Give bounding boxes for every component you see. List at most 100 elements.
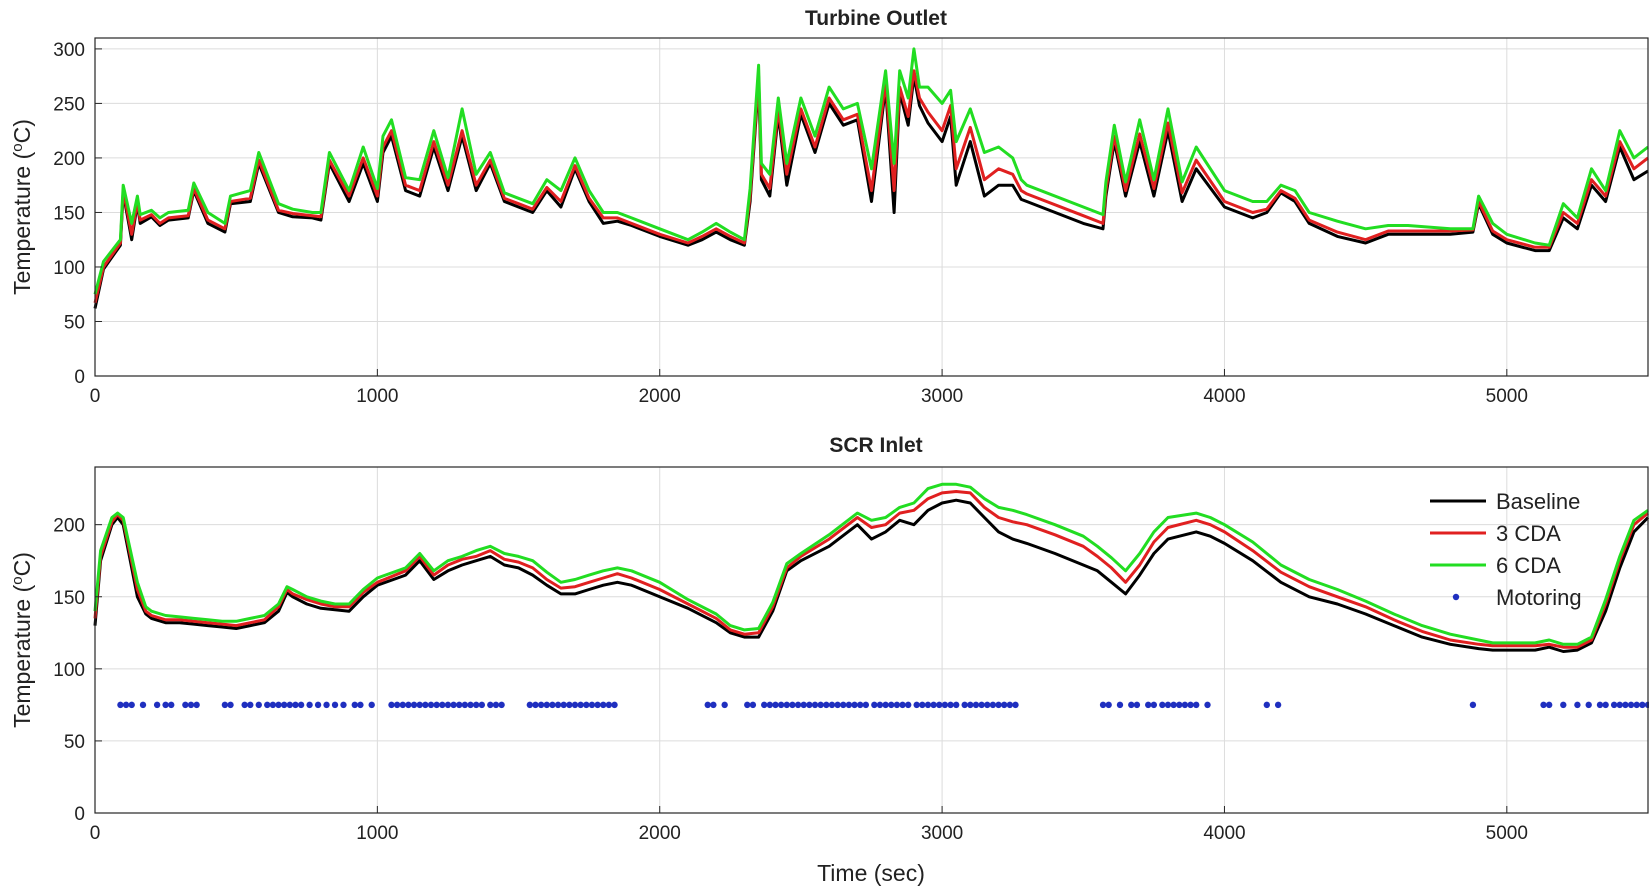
- motoring-point: [1145, 701, 1152, 709]
- x-tick-label: 2000: [639, 823, 681, 844]
- motoring-point: [269, 701, 277, 709]
- motoring-point: [710, 701, 717, 709]
- baseline-series-line: [93, 498, 1649, 653]
- motoring-point: [1099, 701, 1107, 709]
- motoring-point: [913, 701, 920, 709]
- motoring-point: [187, 701, 195, 709]
- motoring-point: [388, 701, 395, 709]
- motoring-point: [882, 701, 889, 709]
- motoring-point: [1622, 701, 1629, 709]
- motoring-point: [472, 701, 480, 709]
- motoring-point: [583, 701, 590, 709]
- motoring-point: [871, 701, 878, 709]
- 6-cda-series-line: [93, 47, 1649, 295]
- motoring-point: [351, 701, 358, 709]
- turbine-outlet-x-ticks: 0 1000 2000 3000 4000 5000: [90, 369, 1528, 407]
- motoring-point: [554, 701, 562, 709]
- motoring-point: [995, 701, 1002, 709]
- motoring-point: [972, 701, 980, 709]
- y-tick-label: 0: [74, 367, 85, 388]
- scr-inlet-panel: SCR Inlet 0 50 100 150 200 0 1000 2000 3000 4000…: [9, 434, 1649, 886]
- motoring-point: [936, 701, 943, 709]
- motoring-point: [1585, 701, 1592, 709]
- motoring-point: [1170, 701, 1177, 709]
- motoring-point: [806, 701, 813, 709]
- motoring-point: [168, 701, 175, 709]
- motoring-point: [255, 701, 262, 709]
- motoring-point: [899, 701, 906, 709]
- motoring-point: [450, 701, 457, 709]
- motoring-point: [571, 701, 579, 709]
- turbine-outlet-axes-frame: [94, 37, 1649, 377]
- y-tick-label: 200: [53, 149, 85, 170]
- motoring-point: [845, 701, 853, 709]
- motoring-point: [1187, 701, 1194, 709]
- motoring-point: [794, 701, 802, 709]
- motoring-point: [721, 701, 728, 709]
- y-tick-label: 0: [74, 804, 85, 825]
- motoring-point: [405, 701, 412, 709]
- motoring-point: [1602, 701, 1609, 709]
- motoring-point: [444, 701, 452, 709]
- motoring-point: [153, 701, 161, 709]
- motoring-point: [851, 701, 858, 709]
- motoring-point: [919, 701, 926, 709]
- motoring-point: [368, 701, 375, 709]
- motoring-point: [967, 701, 974, 709]
- motoring-markers: [117, 701, 1649, 709]
- scr-inlet-x-axis-label: Time (sec): [817, 860, 925, 886]
- motoring-point: [947, 701, 954, 709]
- motoring-point: [1574, 701, 1581, 709]
- motoring-point: [1006, 701, 1014, 709]
- motoring-point: [221, 701, 229, 709]
- motoring-point: [162, 701, 169, 709]
- motoring-point: [549, 701, 556, 709]
- turbine-outlet-grid: [94, 38, 1648, 377]
- motoring-point: [834, 701, 841, 709]
- motoring-point: [393, 701, 401, 709]
- motoring-point: [840, 701, 847, 709]
- legend-3-cda-label: 3 CDA: [1496, 521, 1561, 546]
- motoring-point: [989, 701, 997, 709]
- motoring-point: [1545, 701, 1553, 709]
- motoring-point: [139, 701, 147, 709]
- motoring-point: [416, 701, 423, 709]
- motoring-point: [862, 701, 870, 709]
- motoring-point: [122, 701, 130, 709]
- motoring-point: [526, 701, 534, 709]
- motoring-point: [264, 701, 271, 709]
- motoring-point: [1596, 701, 1604, 709]
- motoring-point: [560, 701, 567, 709]
- motoring-point: [941, 701, 949, 709]
- legend-6-cda-label: 6 CDA: [1496, 553, 1561, 578]
- motoring-point: [961, 701, 968, 709]
- y-tick-label: 250: [53, 94, 85, 115]
- x-tick-label: 3000: [921, 823, 963, 844]
- motoring-point: [766, 701, 774, 709]
- motoring-point: [543, 701, 550, 709]
- motoring-point: [478, 701, 486, 709]
- motoring-point: [924, 701, 932, 709]
- motoring-point: [594, 701, 601, 709]
- motoring-point: [1627, 701, 1635, 709]
- motoring-point: [857, 701, 864, 709]
- motoring-point: [1469, 701, 1477, 709]
- x-tick-label: 0: [90, 386, 101, 407]
- motoring-point: [605, 701, 613, 709]
- motoring-point: [1616, 701, 1623, 709]
- motoring-point: [410, 701, 418, 709]
- x-tick-label: 5000: [1486, 823, 1528, 844]
- motoring-point: [340, 701, 347, 709]
- motoring-point: [953, 701, 960, 709]
- motoring-point: [800, 701, 807, 709]
- y-tick-label: 200: [53, 516, 85, 537]
- scr-inlet-axes-frame: [94, 466, 1649, 814]
- turbine-outlet-series: [93, 47, 1649, 309]
- baseline-series-line: [93, 74, 1649, 309]
- motoring-point: [1204, 701, 1211, 709]
- motoring-point: [286, 701, 294, 709]
- motoring-point: [1128, 701, 1135, 709]
- motoring-point: [1105, 701, 1112, 709]
- motoring-point: [749, 701, 757, 709]
